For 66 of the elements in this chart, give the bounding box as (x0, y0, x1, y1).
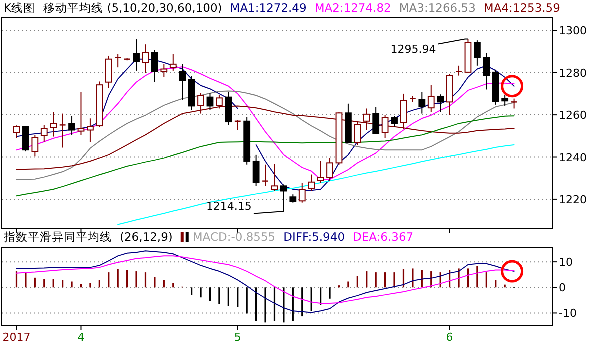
candlestick (206, 92, 214, 111)
candlestick (298, 182, 306, 204)
candlestick (252, 154, 260, 187)
candlestick (87, 118, 94, 143)
candlestick (317, 160, 324, 184)
y-tick-label: 1220 (559, 193, 587, 206)
x-tick-label: 4 (78, 331, 85, 344)
text: MA4:1253.59 (484, 1, 560, 15)
candlestick (68, 116, 76, 136)
candlestick (391, 116, 398, 128)
line-series (16, 116, 515, 197)
y-tick-label: 1240 (559, 151, 587, 164)
candlestick (354, 122, 362, 146)
x-tick-label: 5 (234, 331, 242, 344)
x-tick-label: 2017 (2, 331, 31, 344)
line-series (118, 144, 515, 226)
candlestick (179, 64, 186, 101)
candlestick (271, 164, 278, 192)
candlestick (50, 112, 58, 138)
legend-label: MACD:-0.8555 (192, 230, 276, 244)
chart-title: 指数平滑异同平均线 (3, 230, 112, 244)
text: DEA:6.367 (353, 230, 414, 244)
x-tick-label: 6 (446, 331, 454, 344)
candlestick (78, 92, 85, 136)
candlestick (474, 40, 481, 66)
candlestick (59, 113, 66, 148)
candlestick (326, 158, 334, 182)
candlestick (262, 164, 270, 187)
text: MA3:1266.53 (399, 1, 476, 15)
y-tick-label: 10 (559, 256, 573, 270)
text: MA1:1272.49 (230, 1, 307, 15)
text: MA2:1274.82 (314, 1, 392, 15)
chart-subtitle: 移动平均线 (5,10,20,30,60,100) (44, 1, 222, 15)
candlestick (105, 55, 112, 89)
candlestick (510, 98, 518, 110)
chart-subtitle: (26,12,9) (120, 230, 173, 244)
candlestick (382, 114, 389, 139)
candlestick (502, 94, 509, 107)
candlestick (418, 92, 426, 114)
y-tick-label: 1280 (559, 66, 587, 80)
annotation: 1295.94 (390, 43, 436, 56)
candlestick (483, 52, 490, 90)
candlestick (437, 94, 444, 113)
text: DIFF:5.940 (284, 230, 346, 244)
candlestick (455, 65, 463, 76)
candlestick (133, 39, 140, 72)
y-tick-label: 1300 (559, 24, 587, 38)
candlestick (372, 106, 380, 134)
candlestick (363, 108, 370, 131)
candlestick (40, 124, 48, 142)
candlestick (114, 54, 122, 68)
y-tick-label: -10 (559, 307, 577, 320)
candlestick (142, 44, 150, 74)
candlestick (428, 84, 435, 113)
candlestick (308, 174, 316, 192)
y-tick-label: 0 (559, 282, 566, 295)
candlestick (160, 64, 168, 78)
candlestick (152, 50, 158, 83)
candlestick (170, 54, 177, 72)
candlestick (22, 126, 30, 152)
chart-title: K线图 (4, 1, 36, 15)
candlestick (32, 134, 39, 158)
candlestick (13, 125, 20, 139)
y-tick-label: 1260 (559, 109, 587, 122)
annotation: 1214.15 (206, 200, 252, 213)
candlestick (280, 184, 288, 212)
